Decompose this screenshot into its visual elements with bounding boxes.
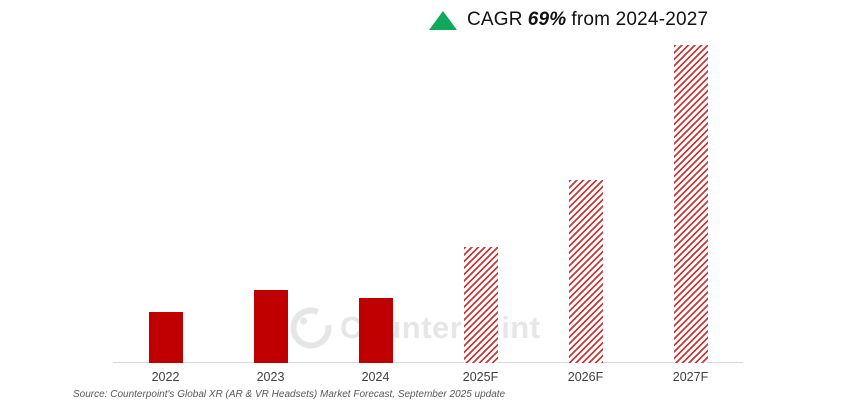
cagr-label: CAGR — [467, 9, 523, 30]
bar-2022 — [148, 312, 183, 363]
x-axis-line — [113, 362, 743, 363]
x-axis-label-2026F: 2026F — [567, 370, 604, 384]
x-axis-label-2022: 2022 — [151, 370, 180, 384]
cagr-value: 69% — [527, 9, 567, 30]
bar-2024 — [358, 298, 393, 363]
chart-title: CAGR 69% from 2024-2027 — [429, 8, 708, 32]
growth-triangle-icon — [429, 10, 457, 30]
cagr-range: from 2024-2027 — [571, 9, 709, 30]
plot-area: 2022 2023 2024 2025F 2026F 2027F — [113, 40, 743, 390]
x-axis-label-2023: 2023 — [256, 370, 285, 384]
bar-2025F — [463, 247, 498, 363]
bar-2023 — [253, 290, 288, 363]
chart-title-text: CAGR 69% from 2024-2027 — [467, 9, 708, 31]
x-axis-label-2027F: 2027F — [672, 370, 709, 384]
x-axis-label-2025F: 2025F — [462, 370, 499, 384]
counterpoint-logo-icon — [290, 307, 332, 349]
x-axis-label-2024: 2024 — [361, 370, 390, 384]
bar-2026F — [568, 180, 603, 363]
source-note: Source: Counterpoint's Global XR (AR & V… — [73, 389, 506, 400]
bar-2027F — [673, 45, 708, 363]
